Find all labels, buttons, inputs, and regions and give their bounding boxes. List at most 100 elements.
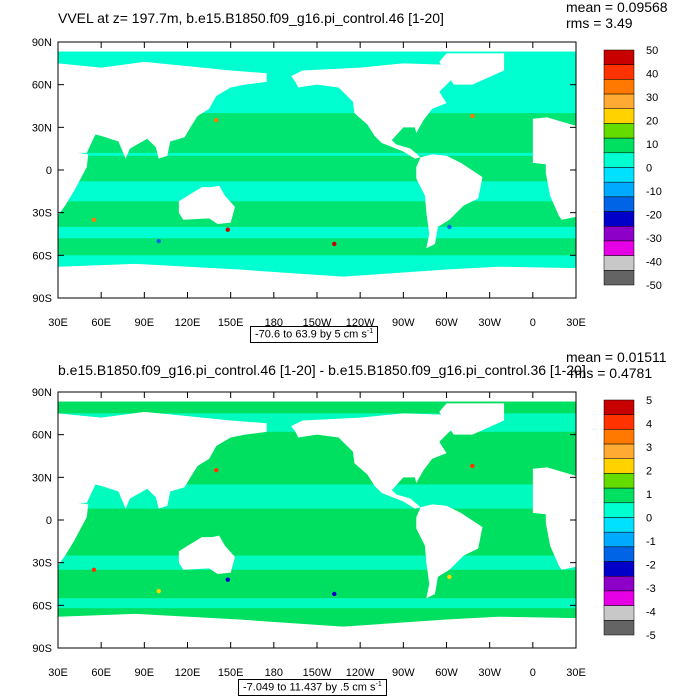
map-axes: 90N 60N 30N 0 30S 60S 90S 30E 60E 90E 120E 150E 180 1… [32, 387, 586, 679]
colorbar-label: 0 [646, 513, 652, 525]
colorbar-swatch [603, 487, 635, 504]
colorbar-swatch [603, 414, 635, 430]
lon-tick-label: 30E [566, 667, 586, 679]
lat-tick-label: 0 [46, 515, 52, 527]
colorbar-label: 10 [646, 139, 658, 151]
mean-stat: mean = 0.09568 [566, 0, 668, 15]
land-mask [58, 61, 267, 216]
land-mask [416, 504, 483, 599]
ocean-band [58, 155, 576, 182]
plot-title: VVEL at z= 197.7m, b.e15.B1850.f09_g16.p… [58, 10, 444, 26]
lat-tick-label: 30N [32, 472, 52, 484]
colorbar-swatch [603, 240, 635, 256]
lat-tick-label: 0 [46, 165, 52, 177]
lat-tick-label: 60N [32, 430, 52, 442]
map-area [58, 42, 576, 298]
lon-tick-label: 90E [135, 667, 155, 679]
lon-tick-label: 150W [303, 667, 332, 679]
colorbar-swatch [603, 270, 635, 286]
land-mask [532, 117, 576, 220]
colorbar-swatch [603, 502, 635, 518]
panel-bottom: b.e15.B1850.f09_g16.pi_control.46 [1-20]… [0, 350, 700, 700]
lon-tick-label: 60W [435, 667, 458, 679]
colorbar-label: 4 [646, 419, 652, 431]
land-mask [58, 613, 576, 648]
colorbar-label: 40 [646, 69, 658, 81]
lon-tick-label: 30E [566, 317, 586, 329]
colorbar-label: -5 [646, 630, 656, 642]
colorbar-swatch [603, 399, 635, 415]
field-hotspot [225, 577, 230, 582]
land-mask [58, 263, 576, 298]
colorbar-swatch [603, 620, 635, 636]
lon-tick-label: 60E [91, 317, 111, 329]
lon-tick-label: 90E [135, 317, 155, 329]
colorbar-label: 20 [646, 116, 658, 128]
colorbar-swatch [603, 108, 635, 124]
colorbar: 5 4 3 2 1 0 -1 -2 -3 -4 -5 [603, 395, 656, 642]
field-hotspot [332, 591, 337, 597]
lat-tick-label: 90S [32, 643, 52, 655]
colorbar: 50 40 30 20 10 0 -10 -20 -30 -40 -50 [603, 45, 662, 292]
lon-tick-label: 60W [435, 317, 458, 329]
colorbar-swatch [603, 123, 635, 139]
contour-range-label: -70.6 to 63.9 by 5 cm s-1 [250, 326, 379, 343]
colorbar-label: 2 [646, 466, 652, 478]
colorbar-swatch [603, 211, 635, 227]
colorbar-swatch [603, 49, 635, 65]
colorbar-label: -4 [646, 607, 656, 619]
colorbar-swatch [603, 531, 635, 548]
ocean-band [58, 201, 576, 227]
lat-tick-label: 30S [32, 208, 52, 220]
lon-tick-label: 120W [346, 667, 375, 679]
colorbar-swatch [603, 167, 635, 183]
field-hotspot [91, 567, 97, 572]
lon-tick-label: 60E [91, 667, 111, 679]
field-hotspot [214, 118, 219, 123]
colorbar-swatch [603, 196, 635, 212]
lon-tick-label: 30E [48, 667, 68, 679]
colorbar-swatch [603, 590, 635, 606]
colorbar-swatch [603, 458, 635, 474]
field-hotspot [91, 217, 97, 222]
land-mask [178, 535, 235, 575]
field-hotspot [214, 468, 219, 473]
lon-tick-label: 30E [48, 317, 68, 329]
colorbar-swatch [603, 473, 635, 489]
colorbar-swatch [603, 93, 635, 109]
colorbar-swatch [603, 546, 635, 562]
contour-range-label: -7.049 to 11.437 by .5 cm s-1 [238, 679, 387, 696]
lat-tick-label: 60S [32, 250, 52, 262]
land-mask [416, 154, 483, 249]
colorbar-swatch [603, 605, 635, 621]
rms-stat: rms = 0.4781 [570, 365, 653, 381]
land-mask [532, 467, 576, 570]
lat-tick-label: 30N [32, 122, 52, 134]
lon-tick-label: 90W [392, 317, 415, 329]
lat-tick-label: 90S [32, 293, 52, 305]
colorbar-label: -40 [646, 257, 662, 269]
land-mask [178, 185, 235, 225]
lon-tick-label: 150E [218, 667, 244, 679]
lon-tick-label: 0 [530, 317, 536, 329]
field-hotspot [332, 241, 337, 247]
land-mask [291, 63, 454, 159]
colorbar-swatch [603, 226, 635, 242]
ocean-band [58, 555, 576, 570]
ocean-band [58, 598, 576, 609]
lon-tick-label: 30W [478, 317, 501, 329]
colorbar-label: 3 [646, 442, 652, 454]
colorbar-label: 1 [646, 489, 652, 501]
panel-top: VVEL at z= 197.7m, b.e15.B1850.f09_g16.p… [32, 0, 668, 343]
lat-tick-label: 90N [32, 37, 52, 49]
colorbar-swatch [603, 443, 635, 459]
colorbar-label: 30 [646, 92, 658, 104]
colorbar-swatch [603, 429, 635, 445]
lat-tick-label: 60N [32, 80, 52, 92]
rms-stat: rms = 3.49 [566, 15, 633, 31]
colorbar-swatch [603, 181, 635, 198]
colorbar-swatch [603, 64, 635, 80]
colorbar-swatch [603, 79, 635, 95]
lon-tick-label: 90W [392, 667, 415, 679]
